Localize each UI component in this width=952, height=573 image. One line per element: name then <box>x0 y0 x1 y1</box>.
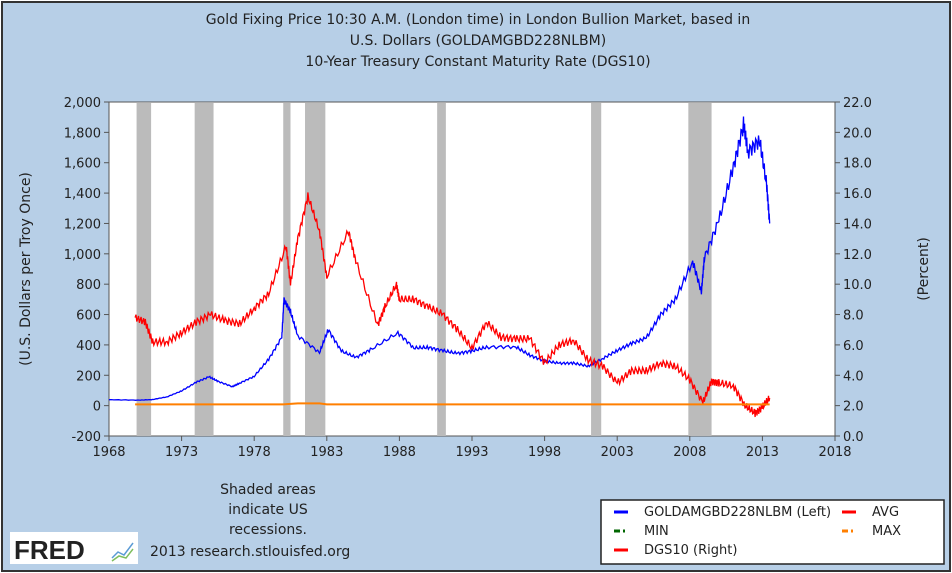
y-tick-label-right: 18.0 <box>843 157 872 172</box>
y-tick-label-right: 6.0 <box>843 339 864 354</box>
y-tick-label-left: 1,000 <box>64 248 101 263</box>
series-line-goldamgbd228nlbm <box>108 116 771 401</box>
y-tick-label-right: 0.0 <box>843 430 864 445</box>
y-tick-label-right: 10.0 <box>843 278 872 293</box>
plot-area <box>108 101 836 437</box>
y-tick-label-right: 4.0 <box>843 369 864 384</box>
legend-label: MAX <box>872 524 901 539</box>
series-line-max <box>135 402 770 406</box>
y-tick-label-left: 1,200 <box>64 217 101 232</box>
recession-band <box>136 103 152 436</box>
y-tick-label-left: 800 <box>76 278 101 293</box>
x-tick-label: 1998 <box>528 445 561 460</box>
legend <box>600 499 945 565</box>
recession-band <box>283 103 291 436</box>
recession-band <box>591 103 602 436</box>
y-tick-label-right: 14.0 <box>843 217 872 232</box>
x-tick-label: 2013 <box>746 445 779 460</box>
y-tick-label-left: 0 <box>93 400 101 415</box>
x-tick-label: 2008 <box>673 445 706 460</box>
credit-text: 2013 research.stlouisfed.org <box>150 544 350 560</box>
chart-title-line-3: 10-Year Treasury Constant Maturity Rate … <box>305 54 650 70</box>
x-tick-label: 2003 <box>601 445 634 460</box>
fred-logo <box>10 532 138 564</box>
recession-band <box>305 103 326 436</box>
x-tick-label: 1993 <box>455 445 488 460</box>
y-tick-label-left: 400 <box>76 339 101 354</box>
y-tick-label-right: 20.0 <box>843 126 872 141</box>
y-axis-label-left: (U.S. Dollars per Troy Once) <box>18 172 34 366</box>
y-tick-label-right: 8.0 <box>843 309 864 324</box>
fred-logo-chart-icon <box>111 542 134 562</box>
legend-label: AVG <box>872 505 899 520</box>
y-tick-label-right: 16.0 <box>843 187 872 202</box>
y-tick-label-left: 1,800 <box>64 126 101 141</box>
legend-label: DGS10 (Right) <box>644 543 737 558</box>
y-tick-label-left: -200 <box>71 430 101 445</box>
chart-title-line-1: Gold Fixing Price 10:30 A.M. (London tim… <box>206 12 750 28</box>
y-axis-label-right: (Percent) <box>916 237 932 301</box>
x-tick-label: 1988 <box>383 445 416 460</box>
legend-label: GOLDAMGBD228NLBM (Left) <box>644 505 831 520</box>
recession-band <box>688 103 712 436</box>
recession-band <box>437 103 446 436</box>
recession-note-1: Shaded areas <box>220 482 316 498</box>
legend-label: MIN <box>644 524 669 539</box>
x-tick-label: 2018 <box>818 445 851 460</box>
x-tick-label: 1973 <box>165 445 198 460</box>
x-tick-label: 1978 <box>238 445 271 460</box>
chart-title-line-2: U.S. Dollars (GOLDAMGBD228NLBM) <box>350 33 606 49</box>
series-line-dgs10 <box>134 192 771 418</box>
y-tick-label-left: 600 <box>76 309 101 324</box>
recession-note-2: indicate US <box>228 502 308 518</box>
y-tick-label-right: 12.0 <box>843 248 872 263</box>
recession-band <box>194 103 214 436</box>
x-tick-label: 1968 <box>92 445 125 460</box>
recession-note-3: recessions. <box>229 522 307 538</box>
y-tick-label-right: 2.0 <box>843 400 864 415</box>
y-tick-label-left: 1,600 <box>64 157 101 172</box>
y-tick-label-left: 200 <box>76 369 101 384</box>
y-tick-label-left: 1,400 <box>64 187 101 202</box>
x-tick-label: 1983 <box>310 445 343 460</box>
y-tick-label-right: 22.0 <box>843 96 872 111</box>
fred-logo-text: FRED <box>14 535 85 565</box>
y-tick-label-left: 2,000 <box>64 96 101 111</box>
